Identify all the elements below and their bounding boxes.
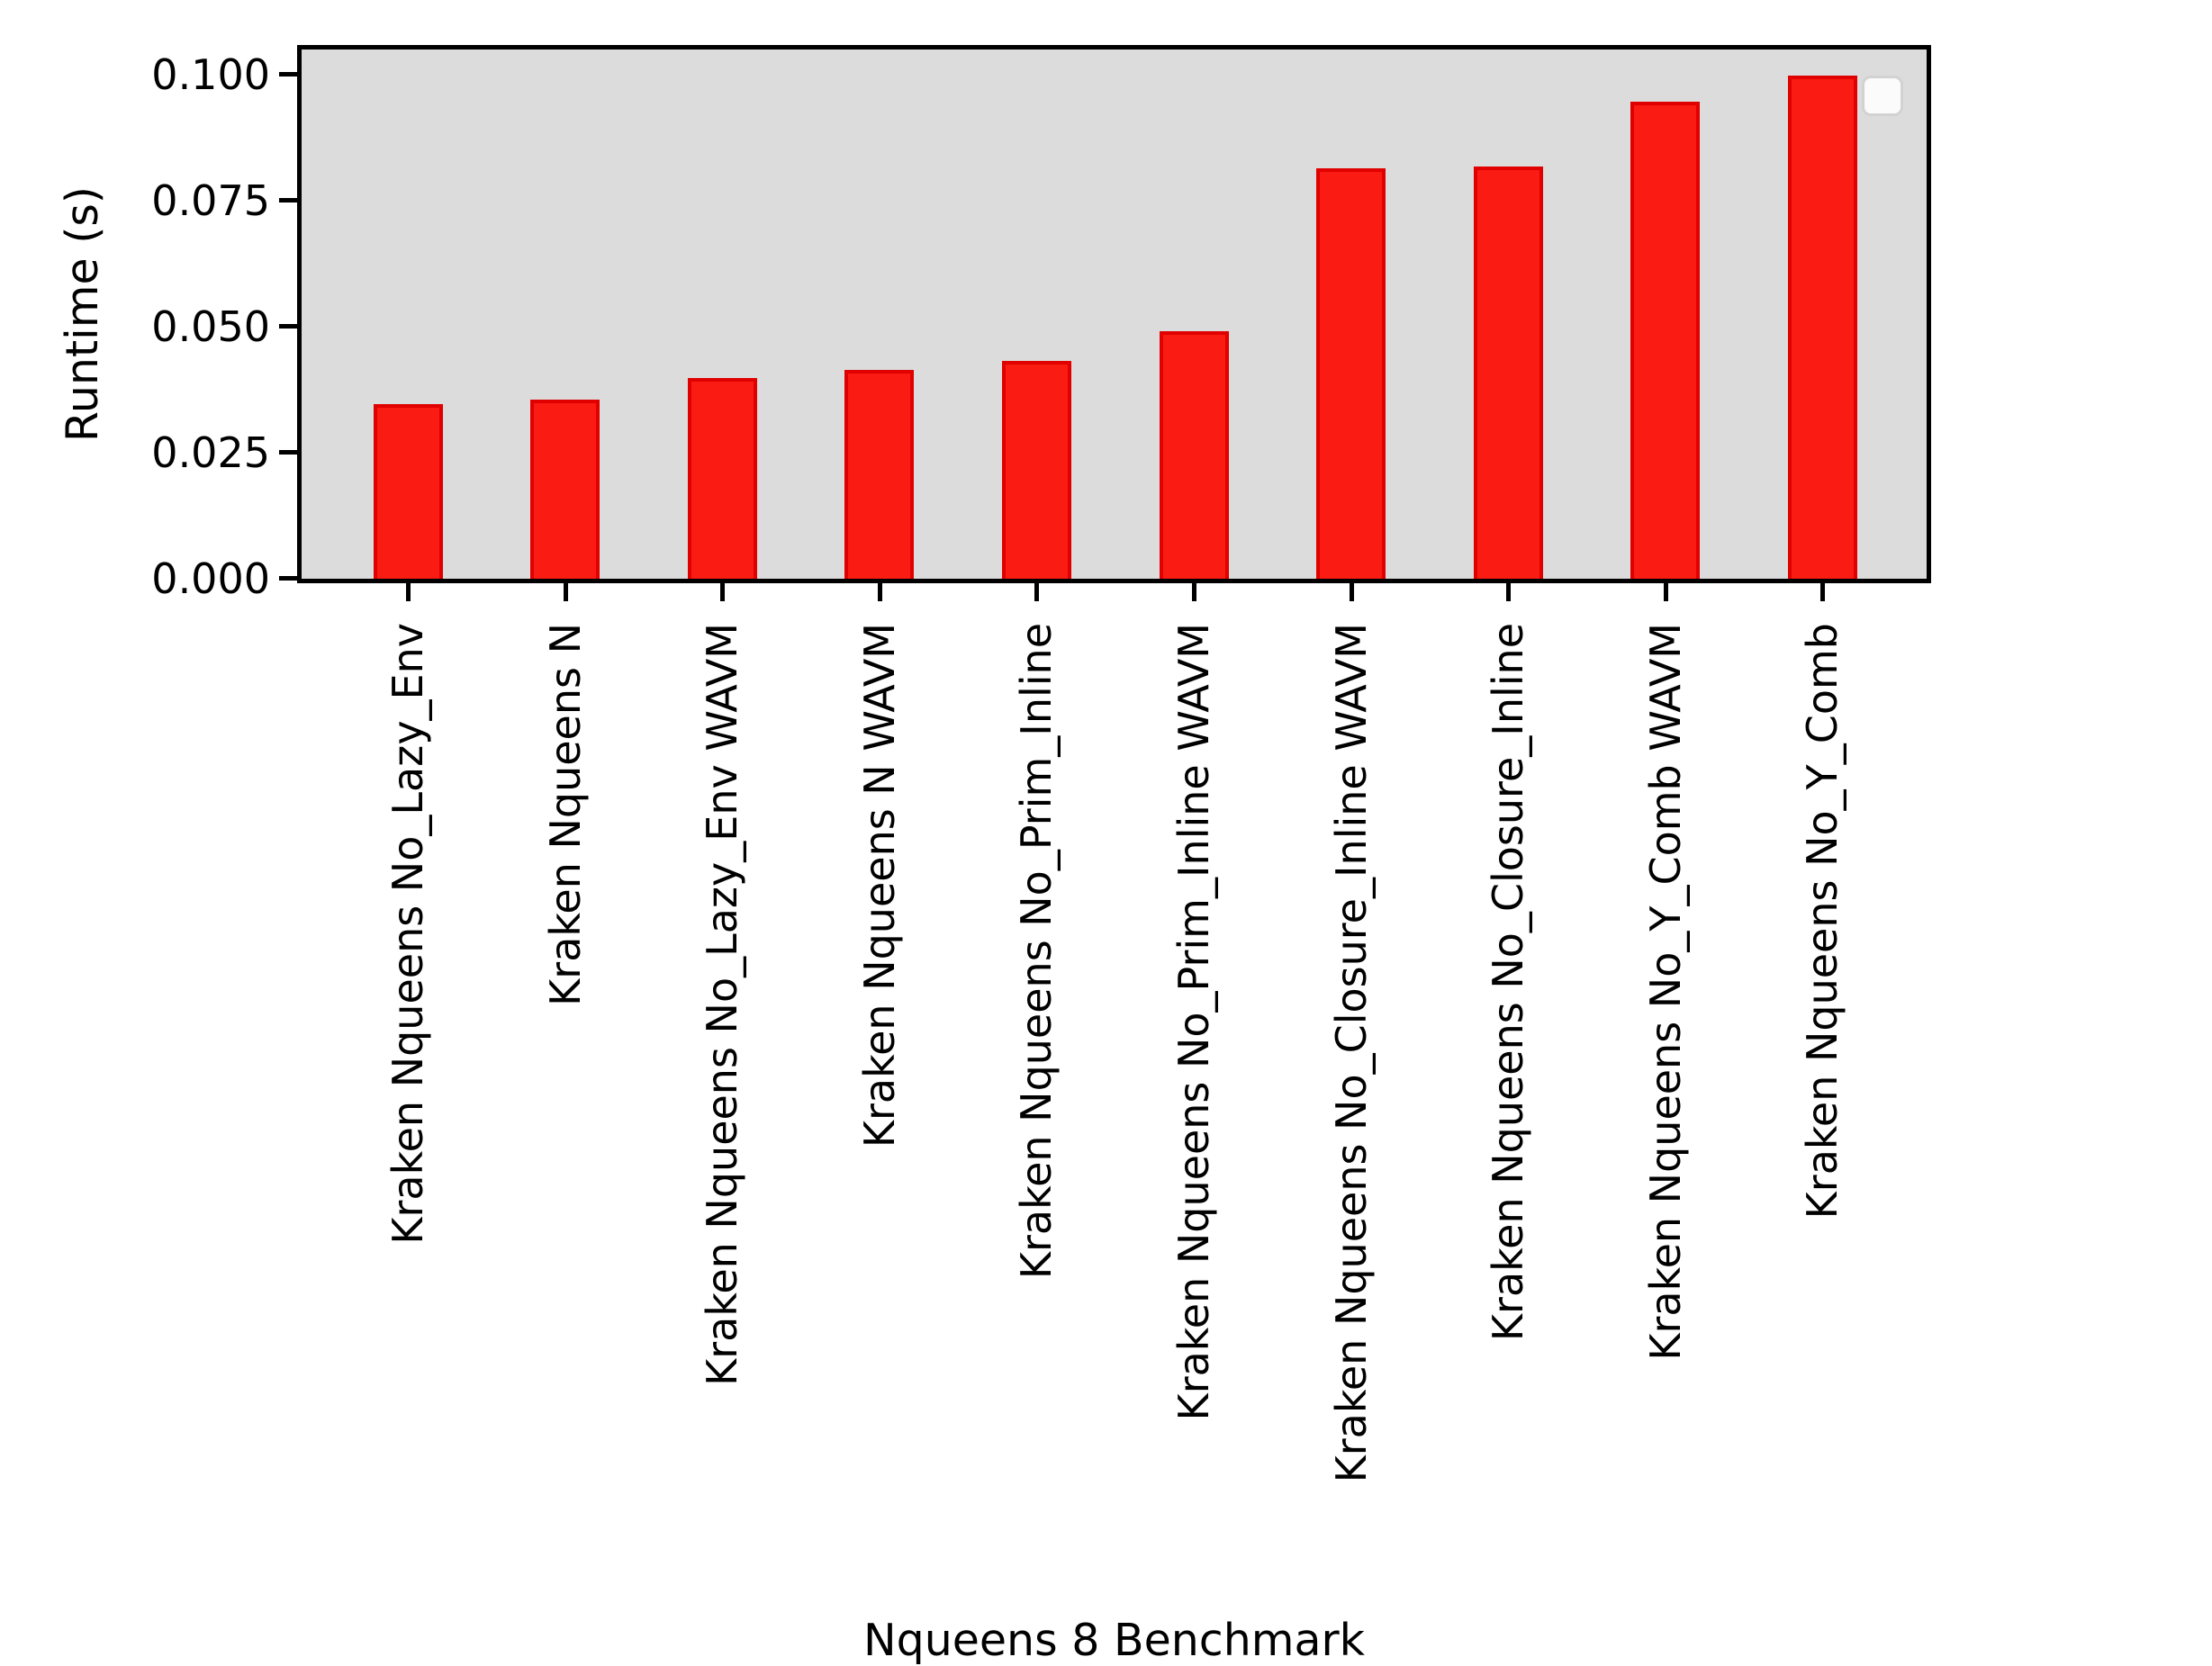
y-tick-mark [279,198,297,203]
bar [1316,167,1386,579]
y-tick-mark [279,72,297,77]
x-tick-mark [1820,583,1826,601]
y-tick-label: 0.050 [151,302,270,351]
x-tick-label-text: Kraken Nqueens No_Y_Comb WAVM [1640,623,1690,1361]
x-tick-mark [1192,583,1196,601]
x-tick-label-text: Kraken Nqueens No_Closure_Inline WAVM [1326,623,1376,1483]
y-tick-label: 0.075 [151,176,270,225]
x-tick-label-text: Kraken Nqueens N [540,623,590,1006]
x-tick-label-text: Kraken Nqueens No_Prim_Inline [1012,623,1061,1280]
x-axis-label: Nqueens 8 Benchmark [862,1615,1366,1666]
y-tick-label: 0.000 [151,554,270,603]
y-tick-mark [279,324,297,329]
x-tick-label: Kraken Nqueens No_Y_Comb [1797,623,2212,1219]
bar [844,369,915,579]
bar [373,404,443,580]
x-tick-label-text: Kraken Nqueens No_Lazy_Env WAVM [698,623,747,1386]
y-tick-mark [279,576,297,581]
bar [687,378,757,580]
x-tick-mark [1349,583,1354,601]
x-tick-label-text: Kraken Nqueens No_Y_Comb [1798,623,1847,1220]
x-tick-mark [877,583,882,601]
x-tick-label-text: Kraken Nqueens No_Lazy_Env [384,623,432,1245]
bar [1787,76,1857,580]
legend-box [1862,76,1903,116]
bar [1159,331,1229,580]
bar [1473,166,1543,579]
x-tick-label-text: Kraken Nqueens No_Closure_Inline [1484,623,1533,1342]
x-tick-label-text: Kraken Nqueens N WAVM [854,623,904,1148]
x-tick-mark [1506,583,1512,601]
x-tick-mark [563,583,568,601]
x-tick-mark [406,583,411,601]
y-tick-mark [279,450,297,455]
bar [1001,361,1071,580]
x-tick-mark [720,583,726,601]
x-tick-mark [1034,583,1040,601]
x-tick-label-text: Kraken Nqueens No_Prim_Inline WAVM [1169,623,1218,1421]
y-tick-label: 0.025 [151,428,270,477]
y-axis-label-text: Runtime (s) [57,186,108,442]
x-tick-mark [1663,583,1668,601]
bar [530,399,600,579]
bar [1630,102,1701,580]
y-tick-label: 0.100 [151,50,270,99]
